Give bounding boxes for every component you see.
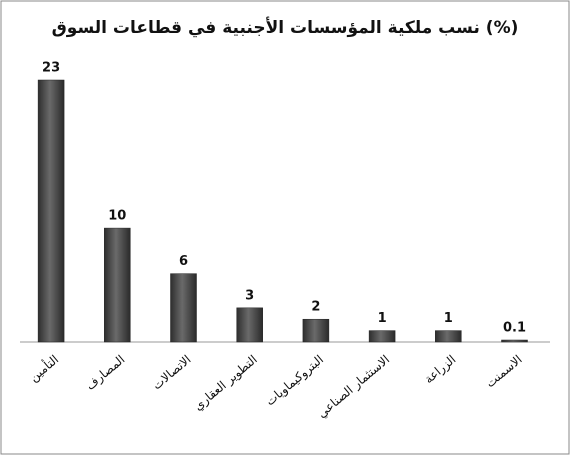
value-label: 10 — [108, 209, 126, 224]
chart-title: نسب ملكية المؤسسات الأجنبية في قطاعات ال… — [52, 17, 519, 38]
value-label: 0.1 — [503, 321, 526, 336]
bar — [37, 79, 65, 343]
value-label: 6 — [179, 254, 188, 269]
value-label: 1 — [378, 311, 387, 326]
value-label: 2 — [311, 300, 320, 315]
bar — [170, 273, 197, 343]
bar — [302, 318, 330, 343]
value-label: 3 — [245, 288, 254, 303]
bar — [236, 307, 263, 343]
bar — [501, 339, 528, 343]
bar — [368, 330, 396, 343]
bar — [435, 330, 462, 343]
value-label: 23 — [42, 61, 60, 76]
value-label: 1 — [444, 311, 453, 326]
bar — [104, 227, 131, 343]
